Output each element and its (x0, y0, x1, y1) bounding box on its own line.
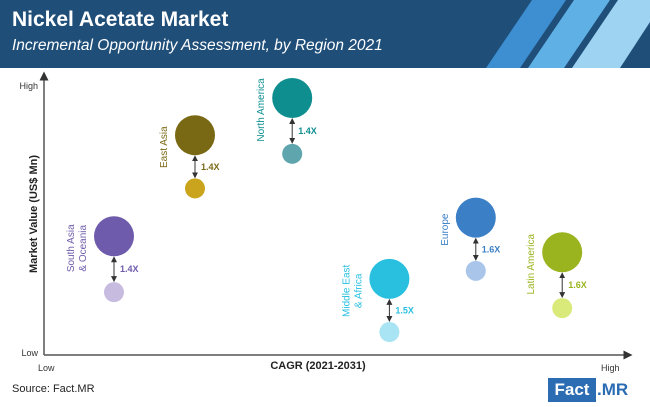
bubble-2031-latin-america (542, 232, 583, 273)
region-label-line: Latin America (526, 234, 537, 295)
x-tick-low: Low (38, 363, 55, 373)
header-stripe-3 (572, 0, 650, 68)
chart-title: Nickel Acetate Market (12, 8, 229, 31)
axes: High Low Low High CAGR (2021-2031) Marke… (19, 71, 633, 373)
y-tick-low: Low (21, 348, 38, 358)
bubble-2021-europe (465, 260, 486, 281)
source-note: Source: Fact.MR (12, 383, 95, 395)
bubble-2021-north-america (282, 143, 303, 164)
region-label-north-america: North America (256, 78, 267, 142)
chart-marks: 1.4X South Asia& Oceania 1.4X East Asia 1.4X… (66, 77, 587, 343)
multiplier-label-latin-america: 1.6X (568, 280, 587, 290)
bubble-2021-middle-east-africa (379, 322, 400, 343)
multiplier-label-europe: 1.6X (482, 244, 501, 254)
region-label-east-asia: East Asia (159, 126, 170, 168)
factmr-logo: Fact .MR (548, 378, 644, 402)
region-label-line: North America (256, 78, 267, 142)
logo-fact: Fact (548, 378, 596, 402)
region-label-line: South Asia (66, 224, 77, 272)
header-stripe-1 (486, 0, 566, 68)
region-label-line: Europe (440, 213, 451, 246)
x-axis-label: CAGR (2021-2031) (270, 360, 366, 372)
region-label-line: & Africa (353, 273, 364, 308)
bubble-2031-east-asia (175, 115, 215, 156)
multiplier-label-north-america: 1.4X (298, 126, 317, 136)
bubble-2021-east-asia (185, 178, 205, 199)
bubble-2031-europe (455, 197, 496, 238)
region-label-middle-east-africa: Middle East& Africa (341, 264, 364, 316)
region-label-south-asia-oceania: South Asia& Oceania (66, 224, 89, 272)
logo-mr: .MR (597, 380, 629, 399)
bubble-2031-middle-east-africa (369, 258, 410, 299)
chart-subtitle: Incremental Opportunity Assessment, by R… (12, 37, 383, 54)
multiplier-label-south-asia-oceania: 1.4X (120, 264, 139, 274)
region-label-europe: Europe (440, 213, 451, 246)
header-banner: Nickel Acetate Market Incremental Opport… (0, 0, 650, 68)
region-label-line: Middle East (341, 264, 352, 316)
region-label-latin-america: Latin America (526, 234, 537, 295)
y-tick-high: High (19, 81, 38, 91)
y-axis-label: Market Value (US$ Mn) (28, 155, 40, 273)
x-tick-high: High (601, 363, 620, 373)
header-stripe-2 (528, 0, 610, 68)
region-label-line: & Oceania (78, 224, 89, 271)
region-label-line: East Asia (159, 126, 170, 168)
bubble-chart: High Low Low High CAGR (2021-2031) Marke… (19, 71, 633, 373)
bubble-2021-latin-america (552, 298, 573, 319)
bubble-2031-south-asia-oceania (94, 216, 134, 257)
bubble-2021-south-asia-oceania (104, 282, 124, 303)
bubble-2031-north-america (272, 77, 313, 118)
header-stripes (486, 0, 650, 68)
multiplier-label-east-asia: 1.4X (201, 162, 220, 172)
multiplier-label-middle-east-africa: 1.5X (395, 305, 414, 315)
